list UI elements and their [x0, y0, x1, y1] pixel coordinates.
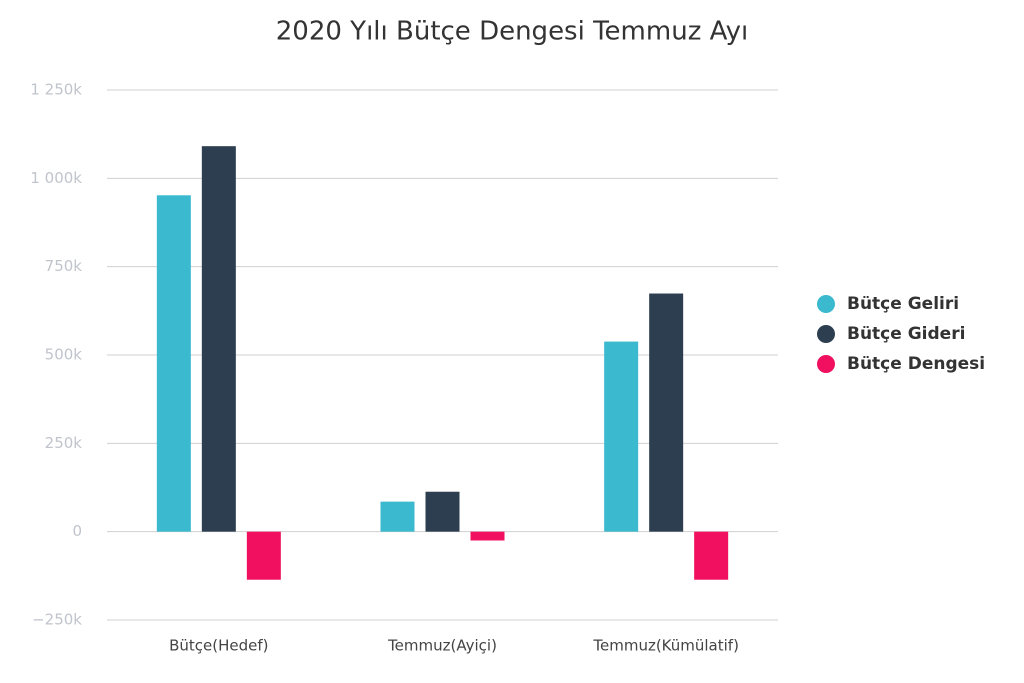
legend-label: Bütçe Gideri	[847, 324, 965, 344]
x-tick-label: Temmuz(Kümülatif)	[592, 637, 739, 655]
y-tick-label: 750k	[45, 257, 83, 275]
y-tick-label: 500k	[45, 346, 83, 364]
y-tick-label: 1 250k	[30, 81, 82, 99]
bar	[380, 501, 415, 532]
bar	[156, 195, 191, 532]
bar	[604, 341, 639, 532]
y-tick-label: 0	[72, 522, 82, 540]
legend-marker	[817, 325, 835, 343]
legend-label: Bütçe Geliri	[847, 294, 959, 314]
legend-marker	[817, 295, 835, 313]
bar	[425, 491, 460, 532]
bar	[470, 531, 505, 541]
chart-title: 2020 Yılı Bütçe Dengesi Temmuz Ayı	[276, 17, 748, 47]
x-tick-label: Temmuz(Ayiçi)	[387, 637, 497, 655]
legend-marker	[817, 355, 835, 373]
y-tick-label: −250k	[32, 611, 82, 629]
bar	[201, 146, 236, 532]
bar	[694, 531, 729, 580]
bar	[649, 293, 684, 532]
y-tick-label: 1 000k	[30, 169, 82, 187]
x-tick-label: Bütçe(Hedef)	[169, 637, 268, 655]
legend-label: Bütçe Dengesi	[847, 354, 985, 374]
y-tick-label: 250k	[45, 434, 83, 452]
bar	[246, 531, 281, 580]
